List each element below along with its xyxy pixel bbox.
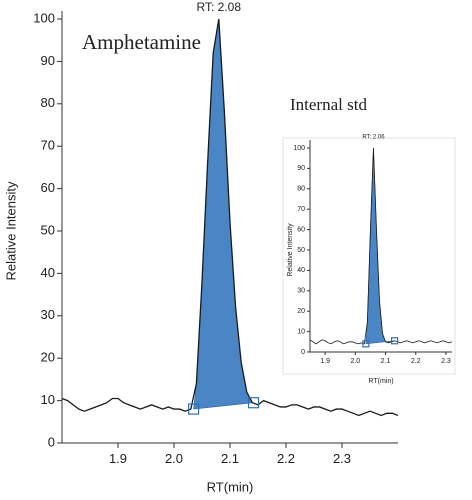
chart-panel: 0 10 20 30 40 50 60 70 80 90 100 1.9 2.0 2.1 2.2 2.3 RT(… — [282, 95, 456, 385]
x-tick-label: 2.2 — [411, 358, 421, 365]
peak-boundary-marker — [247, 397, 260, 409]
y-tick-label: 80 — [41, 95, 55, 110]
y-tick-label: 60 — [297, 226, 305, 233]
y-tick-label: 0 — [48, 434, 55, 449]
x-tick-label: 2.0 — [165, 451, 183, 466]
peak-boundary-marker — [188, 403, 200, 415]
y-tick-label: 50 — [41, 222, 55, 237]
x-tick-label: 2.1 — [221, 451, 239, 466]
y-tick-label: 50 — [297, 247, 305, 254]
x-tick-label: 2.0 — [350, 358, 360, 365]
chart-title: Internal std — [290, 95, 367, 114]
y-tick-label: 10 — [297, 328, 305, 335]
peak-annotation: RT: 2.08 — [197, 0, 242, 14]
y-tick-label: 20 — [41, 350, 55, 365]
x-tick-label: 2.3 — [441, 358, 451, 365]
x-tick-label: 2.3 — [333, 451, 351, 466]
x-axis-label: RT(min) — [368, 378, 393, 385]
trace-line — [61, 18, 399, 417]
y-tick-label: 20 — [297, 308, 305, 315]
peak-area — [193, 18, 254, 410]
y-tick-label: 60 — [41, 180, 55, 195]
y-tick-label: 90 — [41, 53, 55, 68]
peak-boundary-marker — [390, 337, 399, 345]
x-tick-label: 1.9 — [320, 358, 330, 365]
x-tick-label: 1.9 — [109, 451, 127, 466]
y-tick-label: 70 — [41, 138, 55, 153]
y-axis-label: Relative Intensity — [3, 181, 18, 280]
chart-title: Amphetamine — [82, 30, 201, 54]
y-tick-label: 100 — [293, 145, 305, 152]
y-tick-label: 0 — [301, 349, 305, 356]
y-tick-label: 40 — [41, 265, 55, 280]
x-tick-label: 2.2 — [277, 451, 295, 466]
y-tick-label: 100 — [33, 10, 55, 25]
y-tick-label: 40 — [297, 267, 305, 274]
y-tick-label: 30 — [41, 307, 55, 322]
trace-line — [309, 147, 453, 345]
x-axis-label: RT(min) — [207, 479, 254, 494]
y-tick-label: 90 — [297, 165, 305, 172]
y-tick-label: 30 — [297, 288, 305, 295]
y-tick-label: 10 — [41, 392, 55, 407]
y-tick-label: 80 — [297, 186, 305, 193]
y-axis-label: Relative Intensity — [287, 223, 294, 277]
y-tick-label: 70 — [297, 206, 305, 213]
x-tick-label: 2.1 — [381, 358, 391, 365]
peak-boundary-marker — [362, 340, 370, 348]
peak-annotation: RT: 2.06 — [362, 135, 385, 141]
